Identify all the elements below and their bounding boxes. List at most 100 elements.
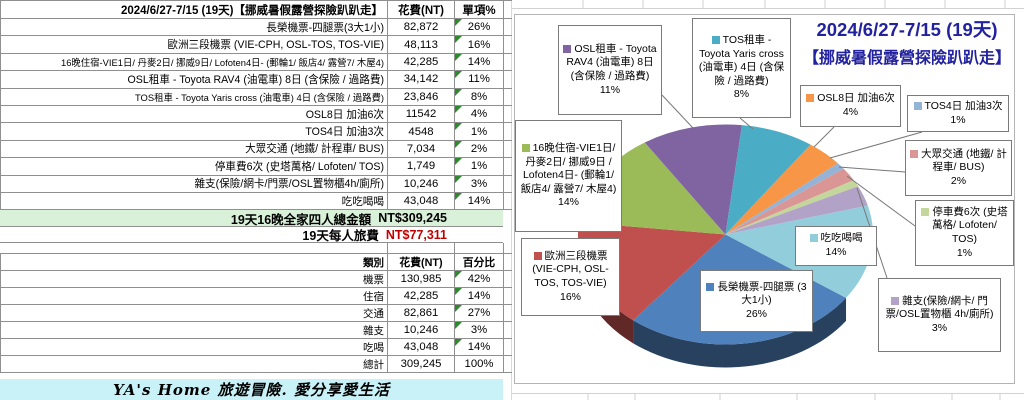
category-cell-label[interactable]: 機票: [0, 270, 388, 289]
pie-slice-4[interactable]: [725, 125, 811, 235]
col-header-pct[interactable]: 單項%: [454, 0, 504, 19]
expense-cell-pct[interactable]: 14%: [454, 52, 504, 72]
category-cell-label[interactable]: 住宿: [0, 287, 388, 306]
expense-cell-cost[interactable]: 42,285: [387, 52, 455, 72]
category-cell-pct[interactable]: 14%: [454, 287, 504, 306]
category-cell-cost[interactable]: 82,861: [387, 304, 455, 323]
callout-tos-car-rental: TOS租車 - Toyota Yaris cross (油電車) 4日 (含保險…: [692, 18, 791, 118]
expense-cell-pct[interactable]: 26%: [454, 17, 504, 37]
expense-cell-label[interactable]: 停車費6次 (史塔萬格/ Lofoten/ TOS): [0, 157, 388, 176]
expense-cell-pct[interactable]: 1%: [454, 157, 504, 176]
category-table: 類別 花費(NT) 百分比 機票 130,985 42% 住宿 42,285 14% 交通 8…: [0, 253, 513, 374]
pie-rim-0: [633, 297, 847, 368]
expense-cell-pct[interactable]: 4%: [454, 104, 504, 124]
background-gridlines: [512, 0, 1024, 400]
category-cell-label[interactable]: 總計: [0, 355, 388, 374]
category-header-row: 類別 花費(NT) 百分比: [0, 253, 513, 272]
expense-cell-cost[interactable]: 82,872: [387, 17, 455, 37]
category-cell-label[interactable]: 雜支: [0, 321, 388, 340]
legend-swatch: [921, 207, 930, 216]
expense-cell-pct[interactable]: 14%: [454, 191, 504, 211]
pie-slice-5[interactable]: [725, 144, 838, 235]
expense-cell-label[interactable]: 歐洲三段機票 (VIE-CPH, OSL-TOS, TOS-VIE): [0, 35, 388, 54]
expense-cell-label[interactable]: TOS4日 加油3次: [0, 122, 388, 141]
callout-osl-fuel: OSL8日 加油6次 4%: [800, 85, 901, 127]
callout-percent: 4%: [842, 106, 859, 118]
pie-slice-3[interactable]: [644, 124, 742, 235]
callout-label: OSL租車 - Toyota RAV4 (油電車) 8日 (含保險 / 過路費): [562, 43, 658, 84]
expense-cell-pct[interactable]: 16%: [454, 35, 504, 54]
callout-europe-flights: 歐洲三段機票 (VIE-CPH, OSL-TOS, TOS-VIE) 16%: [521, 238, 620, 316]
pie-slice-7[interactable]: [725, 168, 854, 235]
category-cell-cost[interactable]: 42,285: [387, 287, 455, 306]
expense-cell-label[interactable]: 大眾交通 (地鐵/ 計程車/ BUS): [0, 139, 388, 159]
pie-chart-area: 2024/6/27-7/15 (19天) 【挪威暑假露營探險趴趴走】 OSL租車…: [512, 0, 1024, 400]
col-header-category[interactable]: 類別: [0, 253, 388, 272]
category-cell-pct[interactable]: 42%: [454, 270, 504, 289]
expense-cell-label[interactable]: OSL租車 - Toyota RAV4 (油電車) 8日 (含保險 / 過路費): [0, 70, 388, 89]
expense-cell-pct[interactable]: 2%: [454, 139, 504, 159]
expense-cell-label[interactable]: 長榮機票-四腿票(3大1小): [0, 17, 388, 37]
pie-slice-9[interactable]: [725, 186, 868, 235]
category-cell-pct[interactable]: 14%: [454, 338, 504, 357]
category-cell-label[interactable]: 交通: [0, 304, 388, 323]
error-indicator-triangle: [455, 305, 462, 313]
expense-cell-cost[interactable]: 10,246: [387, 174, 455, 193]
expense-cell-cost[interactable]: 34,142: [387, 70, 455, 89]
expense-cell-cost[interactable]: 23,846: [387, 87, 455, 106]
legend-swatch: [533, 251, 542, 260]
callout-label: 長榮機票-四腿票 (3大1小): [704, 281, 809, 308]
expense-cell-cost[interactable]: 1,749: [387, 157, 455, 176]
pie-slice-8[interactable]: [725, 180, 859, 235]
leader-line: [829, 131, 923, 159]
expense-cell-pct[interactable]: 8%: [454, 87, 504, 106]
expense-row: 歐洲三段機票 (VIE-CPH, OSL-TOS, TOS-VIE) 48,113…: [0, 35, 513, 54]
expense-cell-pct[interactable]: 11%: [454, 70, 504, 89]
error-indicator-triangle: [455, 71, 462, 79]
callout-label: 吃吃喝喝: [799, 232, 873, 246]
expense-row: 吃吃喝喝 43,048 14%: [0, 191, 513, 211]
expense-cell-cost[interactable]: 48,113: [387, 35, 455, 54]
grid-filler-cell: [503, 355, 513, 374]
expense-cell-pct[interactable]: 3%: [454, 174, 504, 193]
expense-cell-label[interactable]: TOS租車 - Toyota Yaris cross (油電車) 4日 (含保險…: [0, 87, 388, 106]
callout-label: 16晚住宿-VIE1日/ 丹麥2日/ 挪威9日 / Lofoten4日- (郵輪…: [520, 141, 617, 195]
category-cell-cost[interactable]: 43,048: [387, 338, 455, 357]
category-cell-pct[interactable]: 3%: [454, 321, 504, 340]
col-header-pct2[interactable]: 百分比: [454, 253, 504, 272]
per-person-label: 19天每人旅費: [302, 229, 379, 244]
summary-total-row[interactable]: 19天16晚全家四人總金額 NT$309,245: [0, 210, 503, 227]
error-indicator-triangle: [455, 36, 462, 44]
category-cell-cost[interactable]: 309,245: [387, 355, 455, 374]
expense-cell-cost[interactable]: 7,034: [387, 139, 455, 159]
expense-cell-cost[interactable]: 4548: [387, 122, 455, 141]
error-indicator-triangle: [455, 19, 462, 26]
callout-percent: 14%: [557, 196, 579, 209]
expense-cell-cost[interactable]: 11542: [387, 104, 455, 124]
col-header-cost2[interactable]: 花費(NT): [387, 253, 455, 272]
category-cell-cost[interactable]: 130,985: [387, 270, 455, 289]
expense-row: OSL8日 加油6次 11542 4%: [0, 104, 513, 124]
expense-cell-label[interactable]: 雜支(保險/網卡/門票/OSL置物櫃4h/廁所): [0, 174, 388, 193]
category-cell-cost[interactable]: 10,246: [387, 321, 455, 340]
legend-swatch: [521, 143, 530, 152]
callout-percent: 16%: [559, 290, 581, 303]
legend-swatch: [706, 282, 715, 291]
expense-cell-cost[interactable]: 43,048: [387, 191, 455, 211]
expense-cell-label[interactable]: 16晚住宿-VIE1日/ 丹麥2日/ 挪威9日/ Lofoten4日- (郵輪1…: [0, 52, 388, 72]
category-cell-pct[interactable]: 100%: [454, 355, 504, 374]
expense-sheet-area: 2024/6/27-7/15 (19天)【挪威暑假露營探險趴趴走】 花費(NT)…: [0, 0, 513, 400]
expense-cell-label[interactable]: OSL8日 加油6次: [0, 104, 388, 124]
category-cell-pct[interactable]: 27%: [454, 304, 504, 323]
expense-cell-label[interactable]: 吃吃喝喝: [0, 191, 388, 211]
callout-percent: 1%: [950, 113, 966, 126]
expense-cell-pct[interactable]: 1%: [454, 122, 504, 141]
pie-slice-6[interactable]: [725, 163, 844, 235]
category-cell-label[interactable]: 吃喝: [0, 338, 388, 357]
error-indicator-triangle: [455, 54, 462, 61]
expense-table-title[interactable]: 2024/6/27-7/15 (19天)【挪威暑假露營探險趴趴走】: [0, 0, 388, 19]
summary-per-person-row[interactable]: 19天每人旅費 NT$77,311: [0, 227, 503, 244]
callout-percent: 1%: [956, 246, 973, 259]
col-header-cost[interactable]: 花費(NT): [387, 0, 455, 19]
